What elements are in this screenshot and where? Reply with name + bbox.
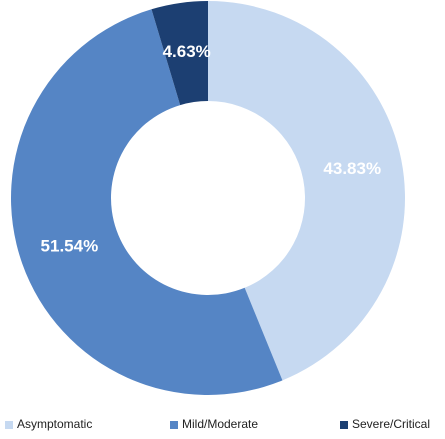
data-label: 51.54% [41,236,99,255]
legend-swatch [340,421,348,429]
legend-swatch [170,421,178,429]
data-label: 43.83% [323,159,381,178]
slice [10,9,283,396]
slice [151,1,208,106]
donut: 43.83% 51.54% 4.63% [10,1,406,396]
legend-label: Mild/Moderate [182,417,258,431]
legend-label: Asymptomatic [17,417,92,431]
data-label: 4.63% [163,42,211,61]
legend-label: Severe/Critical [352,417,430,431]
legend-swatch [5,421,13,429]
slice [208,1,406,381]
legend: Asymptomatic Mild/Moderate Severe/Critical [5,417,430,431]
